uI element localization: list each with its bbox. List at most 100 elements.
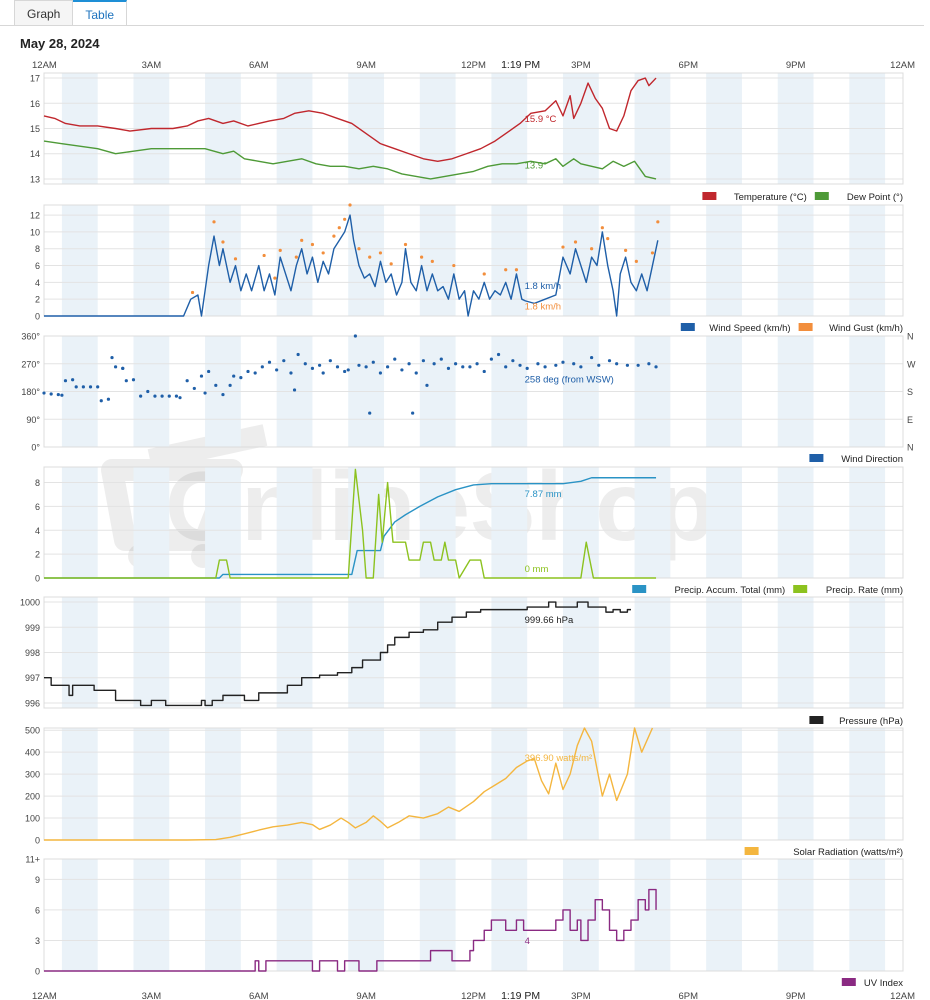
- data-point: [461, 365, 465, 369]
- legend-swatch: [809, 454, 824, 462]
- plot-frame: [43, 858, 904, 972]
- data-point: [303, 362, 307, 366]
- y-tick-label: 16: [30, 99, 40, 109]
- legend-swatch: [814, 192, 829, 200]
- data-point: [49, 392, 53, 396]
- series-line-dew_point: [43, 140, 657, 180]
- legend-swatch: [841, 978, 856, 986]
- series-line-uv: [44, 888, 657, 972]
- data-point: [353, 334, 357, 338]
- data-point: [260, 365, 264, 369]
- data-point: [368, 255, 372, 259]
- legend-label: Solar Radiation (watts/m²): [793, 847, 903, 858]
- data-point: [296, 352, 300, 357]
- bottom-axis-tick-label: 9AM: [356, 991, 376, 1000]
- data-point: [192, 386, 196, 391]
- hour-band: [706, 728, 742, 840]
- data-point: [228, 383, 232, 387]
- legend-label: Wind Direction: [841, 454, 903, 465]
- data-point: [636, 363, 640, 367]
- hour-band: [562, 205, 599, 316]
- series-line-precip_rate: [44, 468, 657, 579]
- legend-swatch: [632, 585, 647, 593]
- hour-band: [634, 205, 671, 316]
- top-axis-tick-label: 12AM: [890, 60, 915, 71]
- data-point: [606, 237, 610, 241]
- series-line-solar: [44, 727, 654, 841]
- cursor-readout: 396.90 watts/m²: [525, 753, 593, 764]
- hour-band: [61, 205, 98, 316]
- data-point: [514, 268, 519, 272]
- data-point: [42, 391, 46, 395]
- data-point: [414, 371, 418, 375]
- data-point: [446, 366, 451, 370]
- y-tick-label: 500: [25, 726, 40, 736]
- tab-table[interactable]: Table: [73, 0, 128, 25]
- y-tick-label: 180°: [21, 387, 40, 397]
- legend-label: Dew Point (°): [847, 192, 903, 203]
- data-point: [561, 360, 565, 364]
- compass-label: N: [907, 443, 914, 453]
- data-point: [321, 251, 325, 255]
- data-point: [607, 359, 612, 363]
- data-point: [430, 259, 434, 263]
- hour-band: [276, 467, 313, 578]
- chart-temp: 13 14 15 16 17 15.9 °C 13.9° Dew Point (°) Tempe…: [30, 72, 904, 203]
- data-point: [190, 290, 195, 295]
- data-point: [482, 272, 486, 276]
- y-tick-label: 270°: [21, 359, 40, 369]
- data-point: [468, 365, 472, 369]
- tab-graph[interactable]: Graph: [14, 0, 74, 25]
- data-point: [411, 411, 415, 415]
- data-point: [310, 242, 315, 247]
- legend-label: Wind Speed (km/h): [709, 323, 790, 334]
- chart-winddir: 0° 90° 180° 270° 360° N E S W N 258 deg (from WSW)…: [21, 332, 916, 466]
- hour-band: [849, 859, 886, 971]
- data-point: [174, 394, 179, 398]
- y-tick-label: 996: [25, 698, 40, 708]
- data-point: [496, 352, 501, 357]
- legend-swatch: [744, 847, 759, 855]
- hour-band: [419, 859, 456, 971]
- hour-band: [706, 205, 742, 316]
- cursor-readout: 0 mm: [525, 564, 549, 575]
- y-tick-label: 0: [35, 574, 40, 584]
- hour-band: [61, 728, 98, 840]
- bottom-axis-tick-label: 12AM: [890, 991, 915, 1000]
- y-tick-label: 100: [25, 814, 40, 824]
- hour-band: [133, 728, 170, 840]
- top-axis-tick-label: 12PM: [461, 60, 486, 71]
- chart-solar: 0 100 200 300 400 500 396.90 watts/m² Solar Rad…: [25, 726, 904, 858]
- cursor-readout: 1.8 km/h: [525, 301, 561, 312]
- data-point: [378, 371, 383, 375]
- y-tick-label: 1000: [20, 598, 40, 608]
- data-point: [656, 220, 660, 224]
- top-axis-tick-label: 12AM: [32, 60, 57, 71]
- data-point: [71, 378, 75, 382]
- view-tabs: Graph Table: [14, 0, 128, 26]
- data-point: [310, 366, 315, 370]
- hour-band: [706, 859, 742, 971]
- bottom-axis-tick-label: 12AM: [32, 991, 57, 1000]
- bottom-axis-cursor-time: 1:19 PM: [501, 990, 540, 1000]
- y-tick-label: 200: [25, 792, 40, 802]
- data-point: [289, 371, 293, 375]
- y-tick-label: 6: [35, 905, 40, 915]
- compass-label: E: [907, 415, 913, 425]
- hour-band: [777, 205, 814, 316]
- legend-swatch: [680, 323, 695, 331]
- hour-band: [348, 728, 385, 840]
- bottom-axis-tick-label: 6AM: [249, 991, 269, 1000]
- plot-frame: [43, 204, 904, 317]
- data-point: [561, 245, 565, 249]
- data-point: [647, 362, 651, 366]
- y-tick-label: 400: [25, 748, 40, 758]
- data-point: [139, 394, 143, 398]
- hour-band: [777, 859, 814, 971]
- hour-band: [419, 728, 456, 840]
- plot-frame: [43, 72, 904, 185]
- data-point: [407, 362, 411, 366]
- plot-frame: [43, 596, 904, 709]
- bottom-axis-tick-label: 6PM: [678, 991, 698, 1000]
- data-point: [504, 365, 508, 369]
